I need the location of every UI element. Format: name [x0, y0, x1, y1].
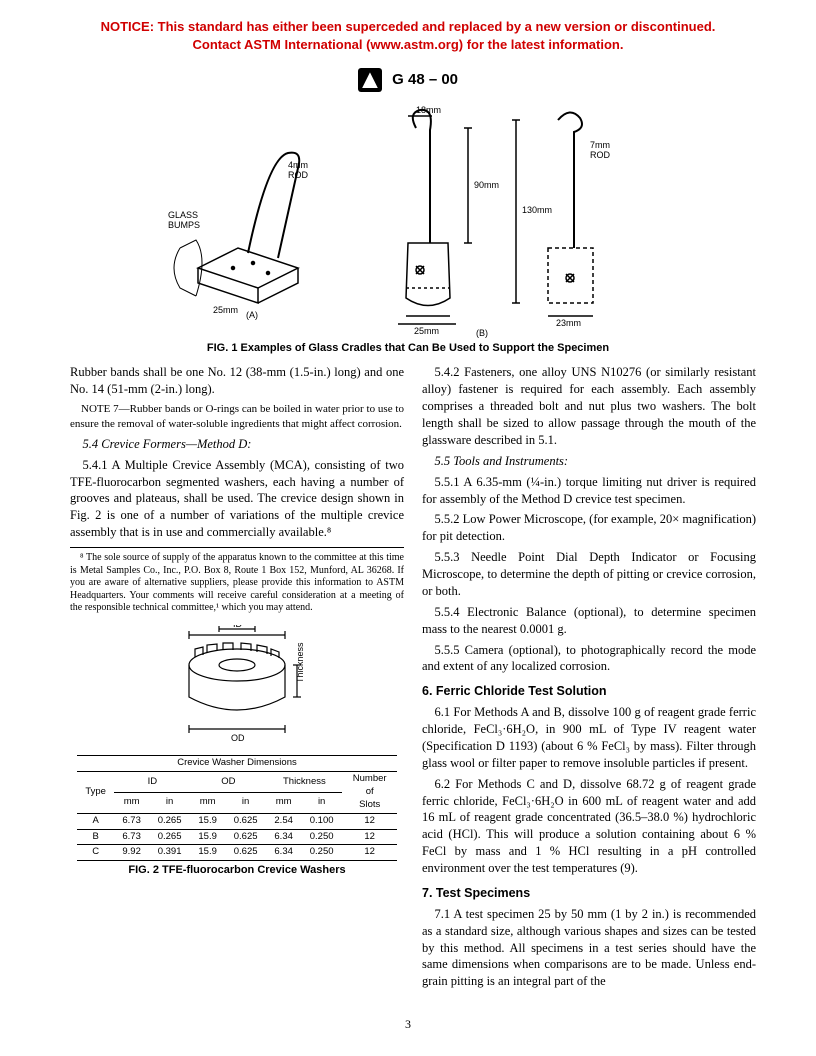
fig1-tag-b: (B)	[476, 328, 488, 338]
standard-header: G 48 – 00	[0, 68, 816, 92]
s541: 5.4.1 A Multiple Crevice Assembly (MCA),…	[70, 457, 404, 541]
note-7: NOTE 7—Rubber bands or O-rings can be bo…	[70, 402, 404, 432]
fig2-lab-od: OD	[231, 733, 245, 743]
body-columns: Rubber bands shall be one No. 12 (38-mm …	[0, 364, 816, 994]
s555: 5.5.5 Camera (optional), to photographic…	[422, 642, 756, 676]
left-column: Rubber bands shall be one No. 12 (38-mm …	[70, 364, 404, 994]
section-6-head: 6. Ferric Chloride Test Solution	[422, 683, 756, 700]
figure-1: 4mm ROD 7mm ROD GLASS BUMPS 90mm 130mm 1…	[138, 98, 678, 338]
fig1-lab-18: 18mm	[416, 105, 441, 115]
table-row: B6.730.26515.90.6256.340.25012	[77, 829, 397, 845]
s71: 7.1 A test specimen 25 by 50 mm (1 by 2 …	[422, 906, 756, 990]
figure-2: ID OD Thickness Crevice Washer Dimension…	[70, 625, 404, 878]
s61: 6.1 For Methods A and B, dissolve 100 g …	[422, 704, 756, 772]
figure-2-caption: FIG. 2 TFE-fluorocarbon Crevice Washers	[70, 863, 404, 878]
svg-text:BUMPS: BUMPS	[168, 220, 200, 230]
fig1-lab-bumps: GLASS	[168, 210, 198, 220]
astm-logo-icon	[358, 68, 382, 92]
s552: 5.5.2 Low Power Microscope, (for example…	[422, 511, 756, 545]
s553: 5.5.3 Needle Point Dial Depth Indicator …	[422, 549, 756, 600]
fig1-lab-25b: 25mm	[414, 326, 439, 336]
fig1-lab-rod4: 4mm	[288, 160, 308, 170]
fig1-lab-25a: 25mm	[213, 305, 238, 315]
right-column: 5.4.2 Fasteners, one alloy UNS N10276 (o…	[422, 364, 756, 994]
figure-1-caption: FIG. 1 Examples of Glass Cradles that Ca…	[0, 342, 816, 354]
s554: 5.5.4 Electronic Balance (optional), to …	[422, 604, 756, 638]
s54: 5.4 Crevice Formers—Method D:	[70, 436, 404, 453]
s55: 5.5 Tools and Instruments:	[422, 453, 756, 470]
fig1-lab-130: 130mm	[522, 205, 552, 215]
fig1-tag-a: (A)	[246, 310, 258, 320]
page-number: 3	[0, 1017, 816, 1032]
svg-text:ROD: ROD	[288, 170, 309, 180]
table-title: Crevice Washer Dimensions	[77, 756, 397, 772]
designation: G 48 – 00	[392, 71, 458, 88]
section-7-head: 7. Test Specimens	[422, 885, 756, 902]
table-row: A6.730.26515.90.6252.540.10012	[77, 813, 397, 829]
table-row: C9.920.39115.90.6256.340.25012	[77, 845, 397, 861]
s551: 5.5.1 A 6.35-mm (¼-in.) torque limiting …	[422, 474, 756, 508]
s62: 6.2 For Methods C and D, dissolve 68.72 …	[422, 776, 756, 877]
fig2-lab-id: ID	[233, 625, 243, 629]
crevice-table: Crevice Washer Dimensions Type ID OD Thi…	[77, 755, 397, 861]
fig2-lab-thick: Thickness	[295, 642, 305, 683]
fig1-lab-rod7: 7mm	[590, 140, 610, 150]
svg-text:ROD: ROD	[590, 150, 611, 160]
notice-line1: NOTICE: This standard has either been su…	[0, 18, 816, 36]
footnote-8: ⁸ The sole source of supply of the appar…	[70, 547, 404, 615]
s542: 5.4.2 Fasteners, one alloy UNS N10276 (o…	[422, 364, 756, 448]
p-rubber: Rubber bands shall be one No. 12 (38-mm …	[70, 364, 404, 398]
fig1-lab-90: 90mm	[474, 180, 499, 190]
notice-line2: Contact ASTM International (www.astm.org…	[0, 36, 816, 54]
notice-banner: NOTICE: This standard has either been su…	[0, 0, 816, 54]
fig1-lab-23: 23mm	[556, 318, 581, 328]
